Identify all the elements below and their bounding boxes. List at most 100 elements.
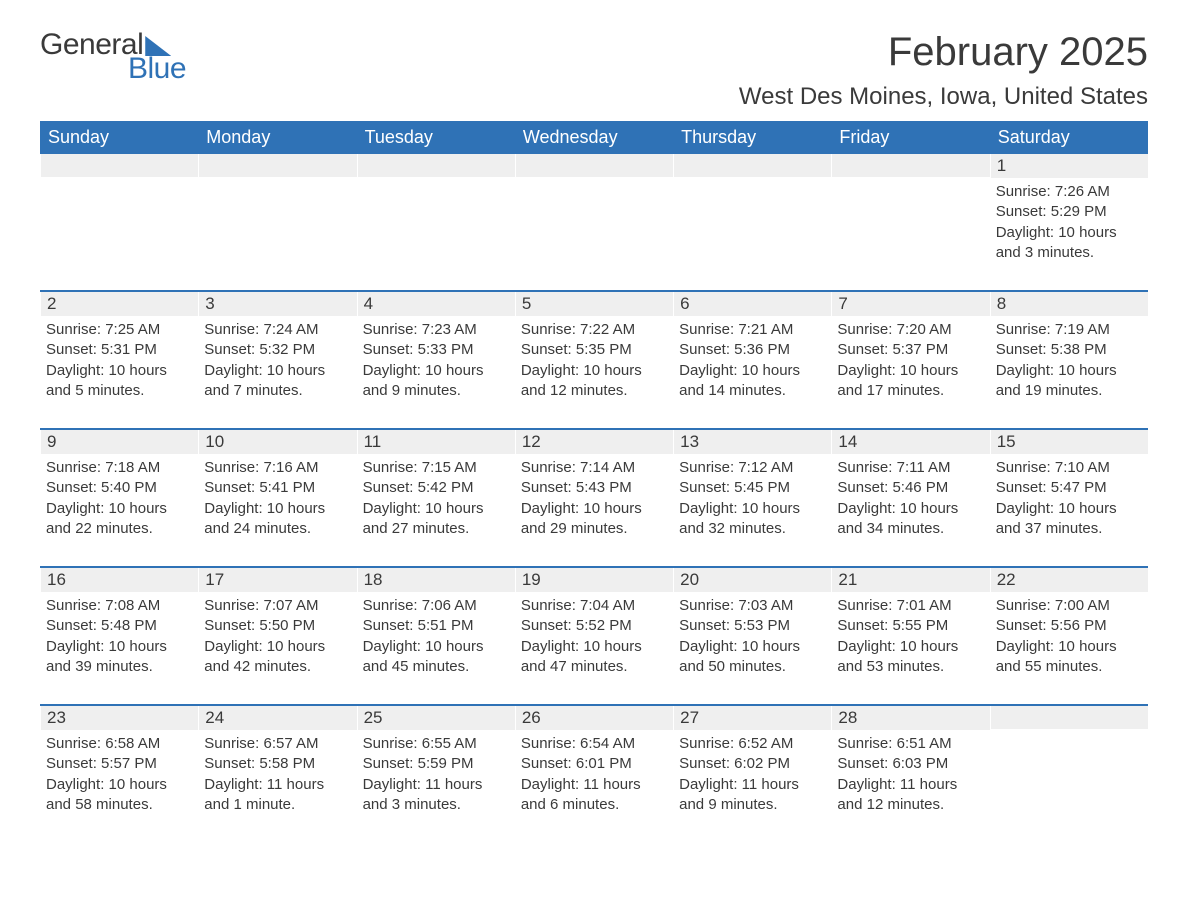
sunrise-text: Sunrise: 7:03 AM <box>679 596 825 616</box>
day-cell <box>831 154 989 274</box>
day-cell: 12Sunrise: 7:14 AMSunset: 5:43 PMDayligh… <box>515 430 673 550</box>
day-number <box>357 154 515 177</box>
day-body: Sunrise: 7:08 AMSunset: 5:48 PMDaylight:… <box>40 592 198 685</box>
sunrise-text: Sunrise: 6:54 AM <box>521 734 667 754</box>
day-number: 13 <box>673 430 831 454</box>
week-row: 16Sunrise: 7:08 AMSunset: 5:48 PMDayligh… <box>40 566 1148 688</box>
day-number: 4 <box>357 292 515 316</box>
day-number: 17 <box>198 568 356 592</box>
day-body: Sunrise: 7:16 AMSunset: 5:41 PMDaylight:… <box>198 454 356 547</box>
day-cell: 17Sunrise: 7:07 AMSunset: 5:50 PMDayligh… <box>198 568 356 688</box>
daylight-text: Daylight: 11 hours and 9 minutes. <box>679 775 825 816</box>
day-cell: 1Sunrise: 7:26 AMSunset: 5:29 PMDaylight… <box>990 154 1148 274</box>
day-body: Sunrise: 7:19 AMSunset: 5:38 PMDaylight:… <box>990 316 1148 409</box>
day-cell: 2Sunrise: 7:25 AMSunset: 5:31 PMDaylight… <box>40 292 198 412</box>
day-body: Sunrise: 7:24 AMSunset: 5:32 PMDaylight:… <box>198 316 356 409</box>
weekday-friday: Friday <box>831 121 989 154</box>
day-number <box>831 154 989 177</box>
day-number <box>515 154 673 177</box>
sunrise-text: Sunrise: 7:15 AM <box>363 458 509 478</box>
sunset-text: Sunset: 5:46 PM <box>837 478 983 498</box>
sunset-text: Sunset: 5:48 PM <box>46 616 192 636</box>
daylight-text: Daylight: 10 hours and 55 minutes. <box>996 637 1142 678</box>
day-number: 12 <box>515 430 673 454</box>
daylight-text: Daylight: 10 hours and 19 minutes. <box>996 361 1142 402</box>
day-number: 21 <box>831 568 989 592</box>
calendar: SundayMondayTuesdayWednesdayThursdayFrid… <box>40 121 1148 826</box>
day-body: Sunrise: 6:55 AMSunset: 5:59 PMDaylight:… <box>357 730 515 823</box>
day-number: 25 <box>357 706 515 730</box>
sunrise-text: Sunrise: 6:57 AM <box>204 734 350 754</box>
daylight-text: Daylight: 10 hours and 9 minutes. <box>363 361 509 402</box>
weekday-sunday: Sunday <box>40 121 198 154</box>
day-cell: 27Sunrise: 6:52 AMSunset: 6:02 PMDayligh… <box>673 706 831 826</box>
day-cell <box>990 706 1148 826</box>
daylight-text: Daylight: 10 hours and 14 minutes. <box>679 361 825 402</box>
day-body <box>673 177 831 189</box>
day-body: Sunrise: 7:11 AMSunset: 5:46 PMDaylight:… <box>831 454 989 547</box>
sunset-text: Sunset: 5:59 PM <box>363 754 509 774</box>
day-body: Sunrise: 7:23 AMSunset: 5:33 PMDaylight:… <box>357 316 515 409</box>
day-number: 7 <box>831 292 989 316</box>
day-number: 8 <box>990 292 1148 316</box>
sunset-text: Sunset: 5:56 PM <box>996 616 1142 636</box>
day-cell: 20Sunrise: 7:03 AMSunset: 5:53 PMDayligh… <box>673 568 831 688</box>
day-number: 15 <box>990 430 1148 454</box>
daylight-text: Daylight: 10 hours and 5 minutes. <box>46 361 192 402</box>
sunrise-text: Sunrise: 7:11 AM <box>837 458 983 478</box>
sunset-text: Sunset: 5:29 PM <box>996 202 1142 222</box>
day-body: Sunrise: 7:18 AMSunset: 5:40 PMDaylight:… <box>40 454 198 547</box>
day-body: Sunrise: 6:57 AMSunset: 5:58 PMDaylight:… <box>198 730 356 823</box>
weekday-wednesday: Wednesday <box>515 121 673 154</box>
logo: General Blue <box>40 30 186 84</box>
daylight-text: Daylight: 10 hours and 7 minutes. <box>204 361 350 402</box>
sunrise-text: Sunrise: 7:01 AM <box>837 596 983 616</box>
day-number: 9 <box>40 430 198 454</box>
day-cell: 13Sunrise: 7:12 AMSunset: 5:45 PMDayligh… <box>673 430 831 550</box>
day-cell <box>198 154 356 274</box>
sunrise-text: Sunrise: 7:12 AM <box>679 458 825 478</box>
sunset-text: Sunset: 5:36 PM <box>679 340 825 360</box>
sunrise-text: Sunrise: 7:16 AM <box>204 458 350 478</box>
day-number: 6 <box>673 292 831 316</box>
sunrise-text: Sunrise: 7:21 AM <box>679 320 825 340</box>
sunrise-text: Sunrise: 6:51 AM <box>837 734 983 754</box>
day-body <box>515 177 673 189</box>
day-cell <box>40 154 198 274</box>
daylight-text: Daylight: 10 hours and 27 minutes. <box>363 499 509 540</box>
sunset-text: Sunset: 5:37 PM <box>837 340 983 360</box>
day-body: Sunrise: 7:03 AMSunset: 5:53 PMDaylight:… <box>673 592 831 685</box>
day-cell: 16Sunrise: 7:08 AMSunset: 5:48 PMDayligh… <box>40 568 198 688</box>
day-body: Sunrise: 7:15 AMSunset: 5:42 PMDaylight:… <box>357 454 515 547</box>
day-number: 18 <box>357 568 515 592</box>
day-body <box>357 177 515 189</box>
day-body: Sunrise: 7:22 AMSunset: 5:35 PMDaylight:… <box>515 316 673 409</box>
day-cell: 26Sunrise: 6:54 AMSunset: 6:01 PMDayligh… <box>515 706 673 826</box>
day-body: Sunrise: 7:20 AMSunset: 5:37 PMDaylight:… <box>831 316 989 409</box>
day-cell: 23Sunrise: 6:58 AMSunset: 5:57 PMDayligh… <box>40 706 198 826</box>
sunrise-text: Sunrise: 7:23 AM <box>363 320 509 340</box>
week-row: 23Sunrise: 6:58 AMSunset: 5:57 PMDayligh… <box>40 704 1148 826</box>
sunrise-text: Sunrise: 7:06 AM <box>363 596 509 616</box>
day-number: 1 <box>990 154 1148 178</box>
day-cell <box>357 154 515 274</box>
day-body: Sunrise: 7:01 AMSunset: 5:55 PMDaylight:… <box>831 592 989 685</box>
daylight-text: Daylight: 11 hours and 3 minutes. <box>363 775 509 816</box>
day-number: 20 <box>673 568 831 592</box>
day-body <box>40 177 198 189</box>
sunrise-text: Sunrise: 6:55 AM <box>363 734 509 754</box>
day-number: 19 <box>515 568 673 592</box>
day-cell: 22Sunrise: 7:00 AMSunset: 5:56 PMDayligh… <box>990 568 1148 688</box>
sunset-text: Sunset: 5:57 PM <box>46 754 192 774</box>
sunset-text: Sunset: 5:58 PM <box>204 754 350 774</box>
weekday-header: SundayMondayTuesdayWednesdayThursdayFrid… <box>40 121 1148 154</box>
daylight-text: Daylight: 10 hours and 58 minutes. <box>46 775 192 816</box>
day-number <box>198 154 356 177</box>
daylight-text: Daylight: 10 hours and 17 minutes. <box>837 361 983 402</box>
day-body: Sunrise: 6:58 AMSunset: 5:57 PMDaylight:… <box>40 730 198 823</box>
day-cell <box>673 154 831 274</box>
sunset-text: Sunset: 5:40 PM <box>46 478 192 498</box>
sunset-text: Sunset: 5:53 PM <box>679 616 825 636</box>
day-number: 5 <box>515 292 673 316</box>
day-body: Sunrise: 6:52 AMSunset: 6:02 PMDaylight:… <box>673 730 831 823</box>
